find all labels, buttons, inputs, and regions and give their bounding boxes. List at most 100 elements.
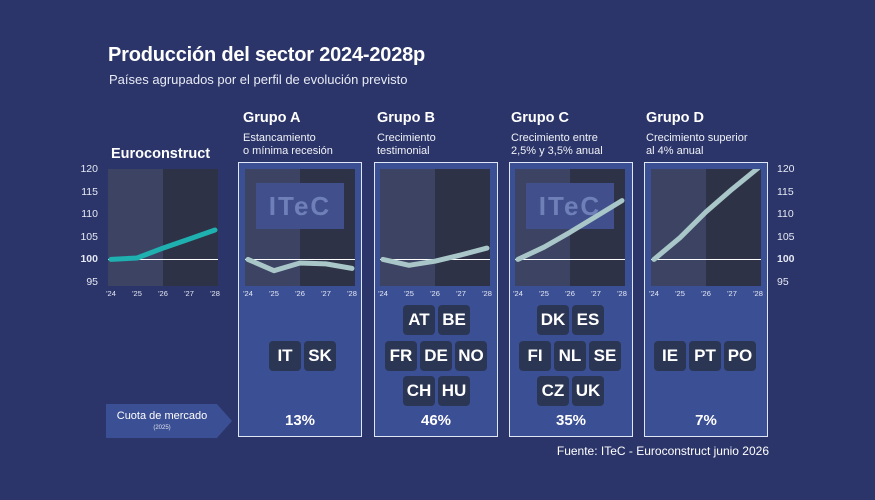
baseline-100 [515, 259, 625, 260]
group-description: Crecimiento superior al 4% anual [646, 132, 748, 157]
x-tick-label: '25 [269, 289, 279, 298]
itec-watermark: ITeC [526, 183, 614, 229]
group-a-plot [245, 256, 355, 274]
x-tick-label: '25 [539, 289, 549, 298]
x-tick-label: '28 [753, 289, 763, 298]
x-tick-label: '25 [675, 289, 685, 298]
group-c-header: Grupo C Crecimiento entre 2,5% y 3,5% anu… [511, 110, 651, 158]
country-badge: PO [724, 341, 756, 371]
series-line [108, 227, 218, 262]
country-badge: NO [455, 341, 487, 371]
x-tick-label: '27 [321, 289, 331, 298]
group-a-header: Grupo A Estancamiento o mínima recesión [243, 110, 383, 158]
page-title: Producción del sector 2024-2028p [108, 44, 426, 66]
x-tick-label: '26 [701, 289, 711, 298]
euroconstruct-chart [108, 169, 218, 286]
country-badge: CZ [537, 376, 569, 406]
group-d-share: 7% [695, 412, 717, 429]
x-tick-label: '24 [513, 289, 523, 298]
x-tick-label: '24 [106, 289, 116, 298]
x-tick-label: '27 [456, 289, 466, 298]
group-b-share: 46% [420, 412, 452, 429]
series-line [515, 198, 625, 262]
country-badge: FI [519, 341, 551, 371]
x-tick-label: '28 [347, 289, 357, 298]
y-tick-label: 100 [777, 253, 795, 265]
group-name: Grupo A [243, 110, 301, 126]
country-badge: IE [654, 341, 686, 371]
euroconstruct-label: Euroconstruct [111, 146, 211, 162]
y-tick-label: 110 [81, 208, 98, 220]
country-badge: UK [572, 376, 604, 406]
x-axis: '24 '25 '26 '27 '28 [243, 289, 360, 301]
group-b-chart [380, 169, 490, 286]
group-b-plot [380, 245, 490, 268]
country-badge: BE [438, 305, 470, 335]
country-badge: FR [385, 341, 417, 371]
group-d-plot [651, 169, 761, 262]
group-description: Crecimiento entre 2,5% y 3,5% anual [511, 132, 603, 157]
x-tick-label: '26 [565, 289, 575, 298]
x-tick-label: '25 [404, 289, 414, 298]
forecast-shade [435, 169, 490, 286]
group-c-chart: ITeC [515, 169, 625, 286]
country-badge: HU [438, 376, 470, 406]
x-tick-label: '26 [158, 289, 168, 298]
x-tick-label: '27 [727, 289, 737, 298]
x-tick-label: '24 [243, 289, 253, 298]
country-badge: NL [554, 341, 586, 371]
x-axis: '24 '25 '26 '27 '28 [513, 289, 630, 301]
baseline-100 [245, 259, 355, 260]
y-tick-label: 95 [777, 276, 789, 288]
country-badge: DK [537, 305, 569, 335]
x-tick-label: '27 [591, 289, 601, 298]
y-tick-label: 95 [86, 276, 98, 288]
y-tick-label: 105 [80, 231, 98, 243]
group-c-share: 35% [555, 412, 587, 429]
country-badge: IT [269, 341, 301, 371]
group-b-header: Grupo B Crecimiento testimonial [377, 110, 517, 158]
country-badge: SE [589, 341, 621, 371]
group-d-header: Grupo D Crecimiento superior al 4% anual [646, 110, 786, 158]
x-tick-label: '28 [482, 289, 492, 298]
baseline-100 [651, 259, 761, 260]
series-line [651, 169, 761, 262]
y-tick-label: 110 [777, 208, 794, 220]
group-description: Estancamiento o mínima recesión [243, 132, 333, 157]
group-description: Crecimiento testimonial [377, 132, 436, 157]
x-tick-label: '28 [210, 289, 220, 298]
group-a-chart: ITeC [245, 169, 355, 286]
series-line [380, 245, 490, 268]
itec-watermark: ITeC [256, 183, 344, 229]
baseline-100 [108, 259, 218, 260]
x-axis: '24 '25 '26 '27 '28 [106, 289, 223, 301]
country-badge: SK [304, 341, 336, 371]
x-tick-label: '24 [649, 289, 659, 298]
page-subtitle: Países agrupados por el perfil de evoluc… [109, 72, 408, 87]
series-line [245, 256, 355, 274]
market-share-arrow [106, 404, 232, 438]
forecast-shade [163, 169, 218, 286]
country-badge: ES [572, 305, 604, 335]
x-tick-label: '28 [617, 289, 627, 298]
y-tick-label: 115 [81, 186, 98, 198]
group-name: Grupo D [646, 110, 704, 126]
y-tick-label: 115 [777, 186, 794, 198]
group-c-plot [515, 198, 625, 262]
x-tick-label: '27 [184, 289, 194, 298]
country-badge: PT [689, 341, 721, 371]
group-name: Grupo C [511, 110, 569, 126]
x-tick-label: '26 [295, 289, 305, 298]
source-note: Fuente: ITeC - Euroconstruct junio 2026 [556, 444, 769, 458]
country-badge: DE [420, 341, 452, 371]
group-d-chart [651, 169, 761, 286]
x-tick-label: '25 [132, 289, 142, 298]
y-tick-label: 100 [80, 253, 98, 265]
euroconstruct-plot [108, 227, 218, 262]
country-badge: CH [403, 376, 435, 406]
x-tick-label: '24 [378, 289, 388, 298]
country-badge: AT [403, 305, 435, 335]
market-share-year: (2025) [153, 425, 171, 431]
y-tick-label: 120 [80, 163, 98, 175]
x-tick-label: '26 [430, 289, 440, 298]
